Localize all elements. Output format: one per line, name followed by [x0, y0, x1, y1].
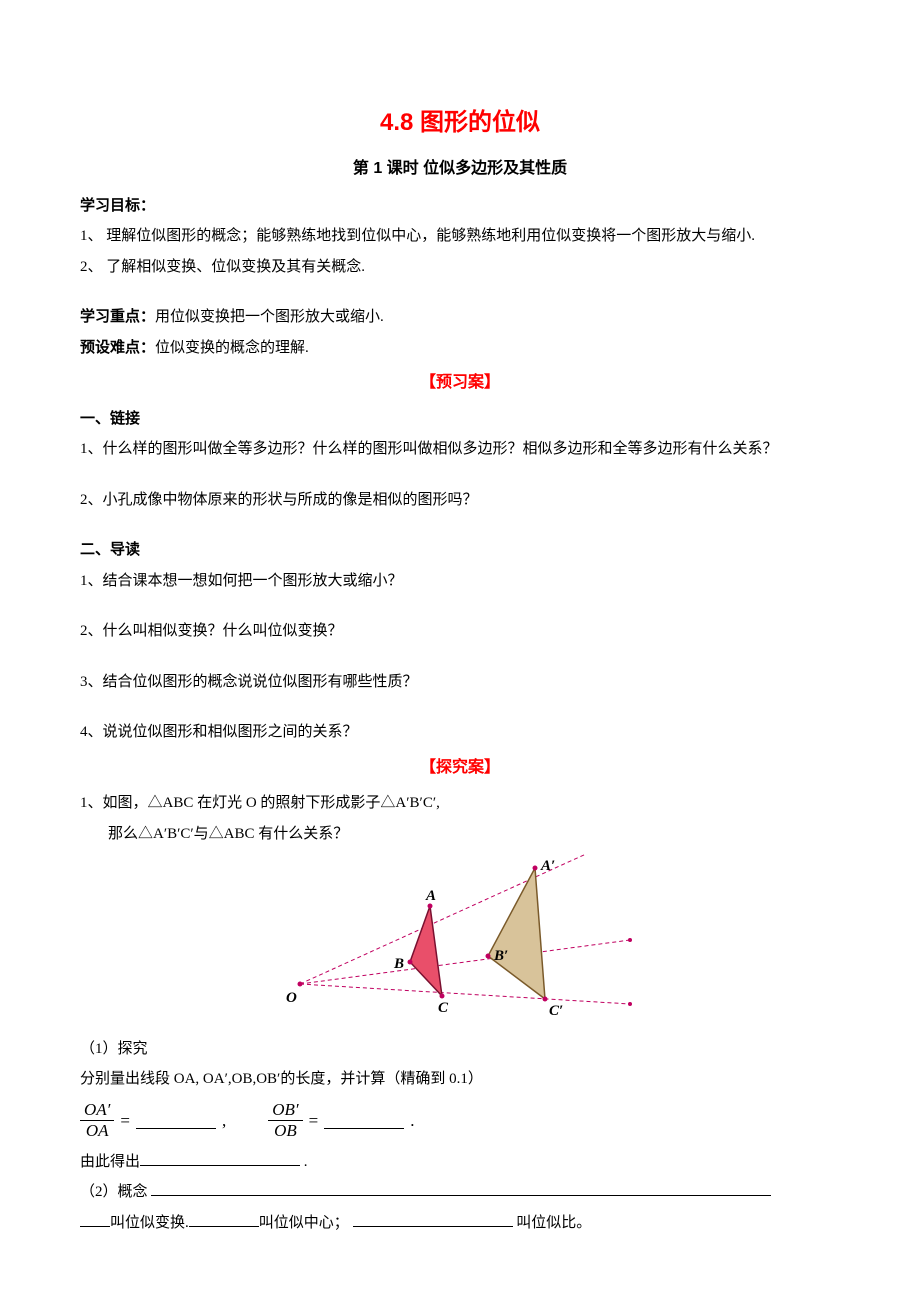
svg-text:C: C: [438, 1000, 449, 1016]
period-2: .: [304, 1154, 308, 1170]
focus-text: 用位似变换把一个图形放大或缩小.: [155, 309, 384, 325]
goal-item-2: 2、 了解相似变换、位似变换及其有关概念.: [80, 253, 840, 282]
eq-1: =: [120, 1105, 130, 1137]
sub2-label: （2）概念: [80, 1184, 148, 1200]
svg-text:A: A: [425, 888, 436, 904]
blank-concept: [151, 1181, 771, 1196]
explore-q1-line1: 1、如图，△ABC 在灯光 O 的照射下形成影子△A′B′C′,: [80, 789, 840, 818]
blank-frac2: [324, 1112, 404, 1129]
comma-1: ,: [222, 1105, 226, 1137]
diagram-svg: O A B C A′ B′ C′: [280, 854, 640, 1024]
sub2-row: （2）概念: [80, 1178, 840, 1207]
difficulty-text: 位似变换的概念的理解.: [155, 340, 309, 356]
blank-tail-c: [353, 1212, 513, 1227]
tail-a: 叫位似变换.: [110, 1215, 189, 1231]
blank-frac1: [136, 1112, 216, 1129]
fraction-1: OA′ OA: [80, 1100, 114, 1142]
read-item-3: 3、结合位似图形的概念说说位似图形有哪些性质？: [80, 668, 840, 697]
frac1-den: OA: [82, 1121, 113, 1141]
difficulty-row: 预设难点：位似变换的概念的理解.: [80, 334, 840, 363]
homothety-diagram: O A B C A′ B′ C′: [80, 854, 840, 1035]
blank-tail-b: [189, 1212, 259, 1227]
svg-text:C′: C′: [549, 1003, 563, 1019]
focus-label: 学习重点：: [80, 308, 155, 325]
frac1-num: OA′: [80, 1100, 114, 1121]
read-item-4: 4、说说位似图形和相似图形之间的关系？: [80, 718, 840, 747]
link-heading: 一、链接: [80, 405, 840, 434]
main-title: 4.8 图形的位似: [80, 100, 840, 146]
blank-tail-a: [80, 1212, 110, 1227]
svg-text:B: B: [393, 956, 404, 972]
explore-q1-line2: 那么△A′B′C′与△ABC 有什么关系？: [80, 820, 840, 849]
tail-b: 叫位似中心；: [259, 1215, 349, 1231]
svg-text:A′: A′: [540, 858, 555, 874]
conclusion-prefix: 由此得出: [80, 1154, 140, 1170]
read-item-1: 1、结合课本想一想如何把一个图形放大或缩小？: [80, 567, 840, 596]
svg-text:B′: B′: [493, 948, 508, 964]
goal-heading: 学习目标：: [80, 192, 840, 221]
subtitle: 第 1 课时 位似多边形及其性质: [80, 154, 840, 184]
tail-row: 叫位似变换. 叫位似中心； 叫位似比。: [80, 1209, 840, 1238]
eq-2: =: [309, 1105, 319, 1137]
sub1-text: 分别量出线段 OA, OA′,OB,OB′的长度，并计算（精确到 0.1）: [80, 1065, 840, 1094]
frac2-num: OB′: [268, 1100, 302, 1121]
fraction-row: OA′ OA = , OB′ OB = .: [80, 1100, 840, 1142]
link-item-1: 1、什么样的图形叫做全等多边形？什么样的图形叫做相似多边形？相似多边形和全等多边…: [80, 435, 840, 464]
read-item-2: 2、什么叫相似变换？什么叫位似变换？: [80, 617, 840, 646]
frac2-den: OB: [270, 1121, 301, 1141]
read-heading: 二、导读: [80, 536, 840, 565]
goal-item-1: 1、 理解位似图形的概念；能够熟练地找到位似中心，能够熟练地利用位似变换将一个图…: [80, 222, 840, 251]
conclusion-row: 由此得出 .: [80, 1148, 840, 1177]
sub1-label: （1）探究: [80, 1035, 840, 1064]
period-1: .: [410, 1105, 414, 1137]
preview-heading: 【预习案】: [80, 368, 840, 398]
blank-conclusion: [140, 1151, 300, 1166]
goal-label: 学习目标：: [80, 197, 155, 214]
link-item-2: 2、小孔成像中物体原来的形状与所成的像是相似的图形吗？: [80, 486, 840, 515]
fraction-2: OB′ OB: [268, 1100, 302, 1142]
difficulty-label: 预设难点：: [80, 339, 155, 356]
explore-heading: 【探究案】: [80, 753, 840, 783]
focus-row: 学习重点：用位似变换把一个图形放大或缩小.: [80, 303, 840, 332]
svg-text:O: O: [286, 990, 297, 1006]
tail-c: 叫位似比。: [516, 1215, 591, 1231]
